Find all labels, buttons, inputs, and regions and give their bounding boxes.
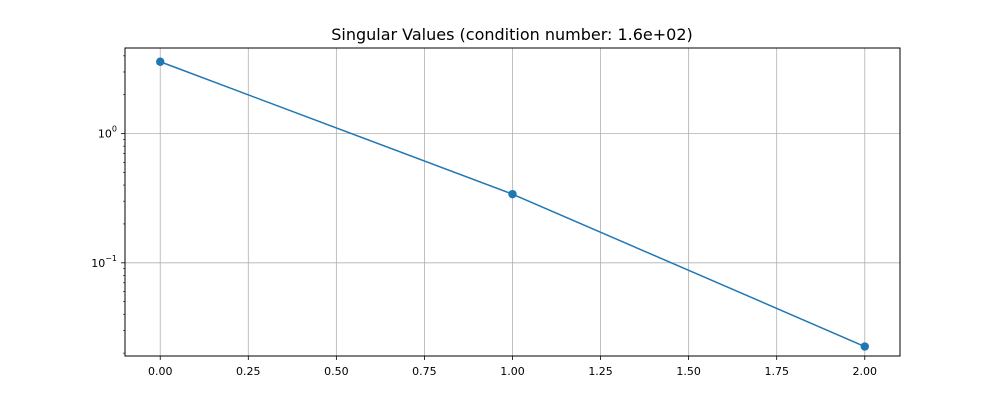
y-tick-label: 100 [98, 125, 117, 141]
series-layer [156, 57, 869, 351]
x-tick-label: 2.00 [853, 365, 878, 378]
x-tick-label: 1.00 [500, 365, 525, 378]
x-tick-label: 1.75 [764, 365, 789, 378]
chart-title: Singular Values (condition number: 1.6e+… [331, 25, 693, 44]
x-tick-label: 1.25 [588, 365, 613, 378]
y-tick-label: 10−1 [91, 254, 117, 270]
x-tick-label: 1.50 [676, 365, 701, 378]
x-tick-label: 0.25 [236, 365, 261, 378]
x-tick-label: 0.00 [148, 365, 173, 378]
data-point [860, 342, 869, 351]
data-point [156, 57, 165, 66]
ticks: 0.00 0.25 0.50 0.75 1.00 1.25 1.50 1.75 2.00 10−1… [91, 55, 878, 378]
x-tick-label: 0.50 [324, 365, 349, 378]
data-point [508, 189, 517, 199]
grid [125, 48, 900, 356]
x-tick-label: 0.75 [412, 365, 437, 378]
